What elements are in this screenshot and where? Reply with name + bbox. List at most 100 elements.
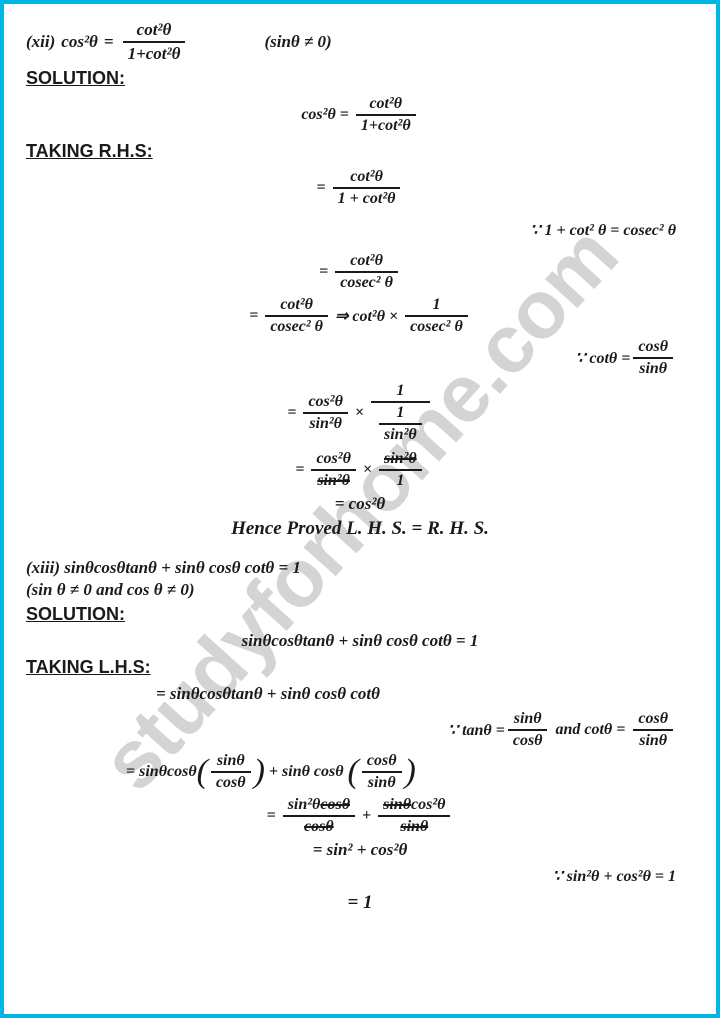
solution-heading-2: SOLUTION:: [26, 604, 694, 625]
s1-den: 1 + cot²θ: [333, 189, 401, 208]
s4b-frac: 1 1 sin²θ: [371, 382, 430, 444]
id2b-den: sinθ: [633, 731, 673, 750]
s3-num: cot²θ: [265, 296, 328, 317]
lhs-heading: TAKING L.H.S:: [26, 657, 694, 678]
s2-frac: cot²θ cosec² θ: [335, 252, 398, 292]
p12-lhs: cos²θ: [61, 32, 98, 52]
s5a-num: cos²θ: [311, 450, 355, 471]
s4a-num: cos²θ: [303, 393, 347, 414]
s4b-num: 1: [371, 382, 430, 403]
s3-frac: cot²θ cosec² θ: [265, 296, 328, 336]
id3-text: ∵ sin²θ + cos²θ = 1: [552, 866, 676, 886]
s2b-num: cosθ: [362, 752, 402, 773]
s3b-nb: cos²θ: [411, 796, 445, 813]
s3a-den: cosθ: [283, 817, 355, 836]
p12-s3: = cot²θ cosec² θ ⇒ cot²θ × 1 cosec² θ: [26, 294, 694, 338]
s5a-frac: cos²θ sin²θ: [311, 450, 355, 490]
restate-frac: cot²θ 1+cot²θ: [356, 95, 416, 135]
s3b-frac: 1 cosec² θ: [405, 296, 468, 336]
p12-cond: (sinθ ≠ 0): [264, 32, 331, 52]
eq-sign: =: [287, 404, 300, 422]
id1-frac: sinθ cosθ: [508, 710, 548, 750]
p13-restate: sinθcosθtanθ + sinθ cosθ cotθ = 1: [26, 631, 694, 651]
id2-num: cosθ: [633, 338, 673, 359]
eq-sign: =: [319, 263, 332, 281]
solution-heading: SOLUTION:: [26, 68, 694, 89]
s3a-nb: cosθ: [320, 796, 350, 813]
id2-den: sinθ: [633, 359, 673, 378]
plus: +: [358, 807, 375, 825]
id2b-frac: cosθ sinθ: [633, 710, 673, 750]
p13-s3: = sin²θcosθ cosθ + sinθcos²θ sinθ: [26, 794, 694, 838]
p12-id1: ∵ 1 + cot² θ = cosec² θ: [26, 210, 694, 250]
p13-s1: = sinθcosθtanθ + sinθ cosθ cotθ: [26, 684, 694, 704]
eq-sign: =: [317, 179, 330, 197]
s3-mid: ⇒ cot²θ ×: [335, 306, 398, 326]
s2-num: cot²θ: [335, 252, 398, 273]
s4b-den: 1 sin²θ: [371, 403, 430, 444]
p12-label: (xii): [26, 32, 55, 52]
s4bb-frac: 1 sin²θ: [379, 404, 422, 444]
s4a-den: sin²θ: [303, 414, 347, 433]
s3b-den: sinθ: [378, 817, 450, 836]
restate-den: 1+cot²θ: [356, 116, 416, 135]
id1-den: cosθ: [508, 731, 548, 750]
p13-cond: (sin θ ≠ 0 and cos θ ≠ 0): [26, 580, 694, 600]
s3a-frac: sin²θcosθ cosθ: [283, 796, 355, 836]
s2b-frac: cosθ sinθ: [362, 752, 402, 792]
rhs-heading: TAKING R.H.S:: [26, 141, 694, 162]
s2a-frac: sinθ cosθ: [211, 752, 251, 792]
p13-eq: sinθcosθtanθ + sinθ cosθ cotθ = 1: [64, 558, 301, 577]
s4bb-num: 1: [379, 404, 422, 425]
eq-sign: =: [104, 32, 114, 52]
s5b-den: 1: [379, 471, 422, 490]
p12-statement: (xii) cos²θ = cot²θ 1+cot²θ (sinθ ≠ 0): [26, 20, 694, 64]
p12-s2: = cot²θ cosec² θ: [26, 250, 694, 294]
s3b-num: 1: [405, 296, 468, 317]
s2a-den: cosθ: [211, 773, 251, 792]
times: ×: [359, 461, 376, 479]
p12-s6: = cos²θ: [26, 494, 694, 514]
p12-id2: ∵ cotθ = cosθ sinθ: [26, 338, 694, 378]
times: ×: [351, 404, 368, 422]
eq-sign: =: [267, 807, 280, 825]
s4bb-den: sin²θ: [379, 425, 422, 444]
s4a-frac: cos²θ sin²θ: [303, 393, 347, 433]
s5b-frac: sin²θ 1: [379, 450, 422, 490]
s3b-frac: sinθcos²θ sinθ: [378, 796, 450, 836]
id2-frac: cosθ sinθ: [633, 338, 673, 378]
restate-lhs: cos²θ: [301, 106, 335, 124]
p13-s4: = sin² + cos²θ: [26, 840, 694, 860]
p12-frac-den: 1+cot²θ: [123, 43, 186, 64]
p13-statement: (xiii) sinθcosθtanθ + sinθ cosθ cotθ = 1: [26, 558, 694, 578]
p12-frac-num: cot²θ: [123, 20, 186, 43]
id-mid: and cotθ =: [555, 721, 625, 739]
p12-s1: = cot²θ 1 + cot²θ: [26, 166, 694, 210]
s2-pre: = sinθcosθ: [126, 763, 197, 781]
p13-id: ∵ tanθ = sinθ cosθ and cotθ = cosθ sinθ: [26, 710, 694, 750]
p13-s2: = sinθcosθ ( sinθ cosθ ) + sinθ cosθ ( c…: [26, 750, 694, 794]
p12-s5: = cos²θ sin²θ × sin²θ 1: [26, 448, 694, 492]
s2a-num: sinθ: [211, 752, 251, 773]
id-lhs1: ∵ tanθ =: [448, 720, 505, 740]
p12-proved: Hence Proved L. H. S. = R. H. S.: [26, 518, 694, 540]
s5b-num: sin²θ: [379, 450, 422, 471]
s2b-den: sinθ: [362, 773, 402, 792]
s3b-num: sinθcos²θ: [378, 796, 450, 817]
s1-frac: cot²θ 1 + cot²θ: [333, 168, 401, 208]
id2b-num: cosθ: [633, 710, 673, 731]
s3-den: cosec² θ: [265, 317, 328, 336]
s2-mid: + sinθ cosθ: [269, 763, 344, 781]
p12-restate: cos²θ = cot²θ 1+cot²θ: [26, 93, 694, 137]
id1-text: ∵ 1 + cot² θ = cosec² θ: [530, 220, 676, 240]
p13-s5: = 1: [26, 892, 694, 914]
s2-den: cosec² θ: [335, 273, 398, 292]
p13-label: (xiii): [26, 558, 60, 577]
id2-lhs: ∵ cotθ =: [575, 348, 630, 368]
s3b-na: sinθ: [383, 796, 411, 813]
eq-sign: =: [336, 106, 353, 124]
s3a-num: sin²θcosθ: [283, 796, 355, 817]
eq-sign: =: [295, 461, 308, 479]
p12-s4: = cos²θ sin²θ × 1 1 sin²θ: [26, 378, 694, 448]
s5a-den: sin²θ: [311, 471, 355, 490]
